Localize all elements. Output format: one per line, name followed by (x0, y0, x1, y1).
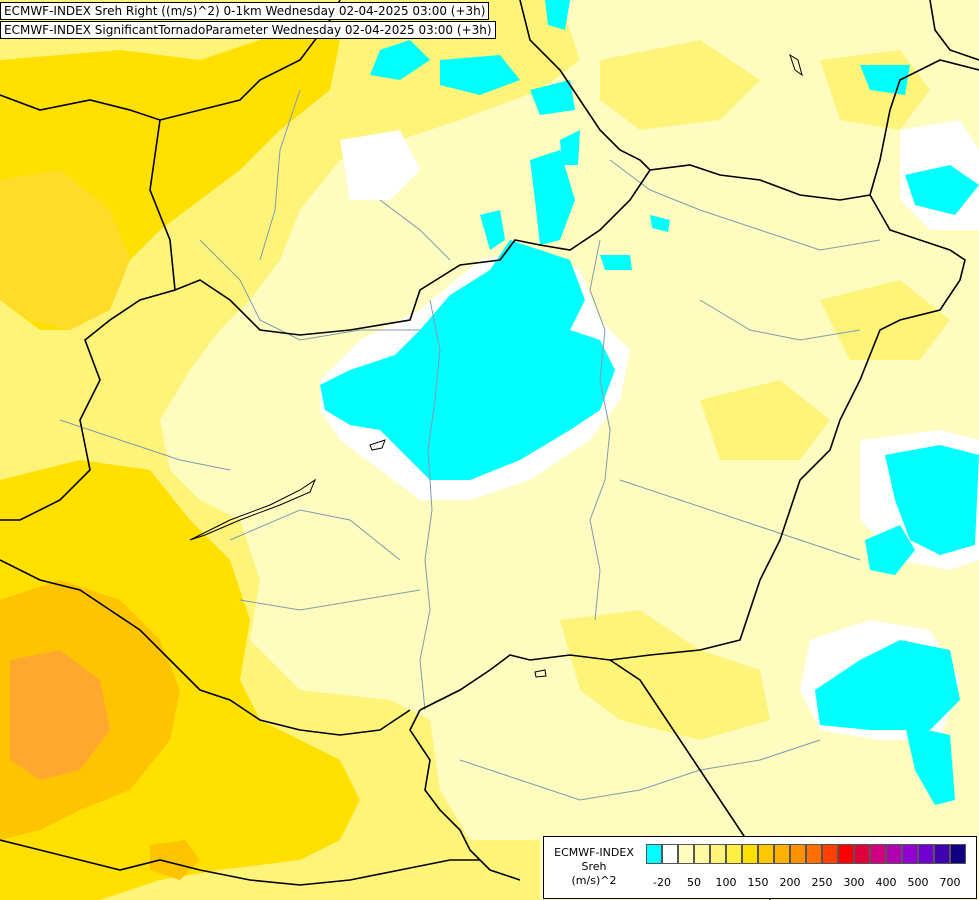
legend-tick-label: 200 (779, 876, 801, 889)
legend-tick-label: 300 (843, 876, 865, 889)
legend-swatch (902, 844, 918, 864)
legend-swatch (870, 844, 886, 864)
legend-swatch (918, 844, 934, 864)
legend-tick-label: 500 (907, 876, 929, 889)
legend-tick-label: 150 (747, 876, 769, 889)
legend-swatch (758, 844, 774, 864)
legend-tick-label: 50 (687, 876, 701, 889)
legend-swatch (838, 844, 854, 864)
rivers (59, 89, 881, 801)
legend-swatch (886, 844, 902, 864)
legend-swatch (678, 844, 694, 864)
yellow-field (0, 0, 950, 900)
legend-swatch (774, 844, 790, 864)
legend-title-model: ECMWF-INDEX (554, 846, 634, 859)
legend-swatch (742, 844, 758, 864)
legend-swatch (854, 844, 870, 864)
legend-swatch (694, 844, 710, 864)
legend-tick-label: 100 (715, 876, 737, 889)
legend-swatch (806, 844, 822, 864)
legend-tick-label: 700 (939, 876, 961, 889)
header-stp-title: ECMWF-INDEX SignificantTornadoParameter … (0, 21, 496, 39)
legend-swatch (790, 844, 806, 864)
legend-swatch (950, 844, 966, 864)
header-sreh-title: ECMWF-INDEX Sreh Right ((m/s)^2) 0-1km W… (0, 2, 490, 20)
legend-tick-label: 400 (875, 876, 897, 889)
legend-swatch (934, 844, 950, 864)
lakes (189, 53, 803, 678)
legend-swatch (646, 844, 662, 864)
legend-tick-label: 250 (811, 876, 833, 889)
color-legend: ECMWF-INDEX Sreh (m/s)^2 -20 50 100 150 200 2… (543, 836, 977, 899)
legend-swatch (822, 844, 838, 864)
legend-swatch (710, 844, 726, 864)
legend-title-param: Sreh (581, 860, 607, 873)
legend-title-unit: (m/s)^2 (571, 874, 617, 887)
cyan-field (320, 0, 979, 805)
legend-swatch (726, 844, 742, 864)
legend-tick-label: -20 (653, 876, 671, 889)
legend-swatch (662, 844, 678, 864)
legend-title: ECMWF-INDEX Sreh (m/s)^2 (548, 846, 640, 888)
